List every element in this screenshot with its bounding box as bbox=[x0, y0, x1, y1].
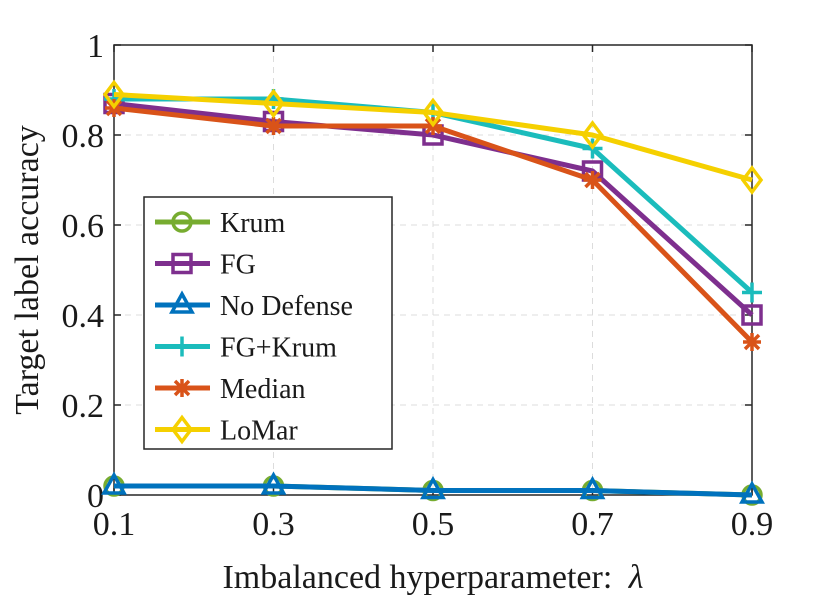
data-point-no-defense bbox=[101, 471, 127, 495]
x-axis-label-text: Imbalanced hyperparameter: bbox=[222, 559, 612, 596]
x-axis-label: Imbalanced hyperparameter: λ bbox=[222, 559, 643, 596]
legend-label: No Defense bbox=[220, 291, 353, 322]
y-tick-label: 0.4 bbox=[62, 298, 105, 335]
legend-marker-fg-krum bbox=[172, 336, 192, 357]
legend-item-lomar: LoMar bbox=[155, 414, 298, 447]
series-line-lomar bbox=[113, 92, 753, 183]
y-tick-label: 0 bbox=[87, 478, 104, 515]
y-tick-label: 0.6 bbox=[62, 208, 105, 245]
y-tick-label: 1 bbox=[87, 28, 104, 65]
legend: Krum FG No Defense FG+Krum Median LoMar bbox=[143, 196, 393, 450]
data-point-median bbox=[583, 171, 602, 189]
legend-label: FG bbox=[220, 250, 256, 281]
data-point-lomar bbox=[102, 79, 126, 110]
y-tick-label: 0.2 bbox=[62, 388, 105, 425]
data-point-no-defense bbox=[739, 480, 765, 504]
x-tick-label: 0.9 bbox=[731, 506, 774, 543]
legend-label: Krum bbox=[220, 208, 286, 239]
series-group bbox=[101, 79, 765, 506]
data-point-fg-krum bbox=[742, 282, 762, 303]
legend-box bbox=[143, 196, 393, 450]
data-point-lomar bbox=[421, 97, 445, 128]
series-line-no-defense bbox=[114, 483, 753, 498]
legend-item-krum: Krum bbox=[155, 208, 286, 239]
x-axis-label-symbol: λ bbox=[628, 559, 644, 596]
axis-ticks: 0.1 0.3 0.5 0.7 0.9 0 0.2 0.4 0.6 0.8 1 bbox=[62, 28, 774, 543]
y-axis-label: Target label accuracy bbox=[9, 125, 46, 415]
data-point-fg bbox=[741, 304, 763, 326]
x-tick-label: 0.5 bbox=[412, 506, 455, 543]
legend-item-no-defense: No Defense bbox=[155, 290, 353, 322]
legend-item-fg: FG bbox=[155, 250, 256, 281]
legend-label: LoMar bbox=[220, 416, 298, 447]
legend-item-median: Median bbox=[155, 374, 306, 405]
legend-marker-fg bbox=[171, 252, 193, 275]
data-point-lomar bbox=[262, 88, 285, 119]
data-point-no-defense bbox=[260, 471, 287, 495]
y-tick-label: 0.8 bbox=[62, 118, 105, 155]
legend-marker-median bbox=[173, 379, 191, 397]
data-point-lomar bbox=[581, 120, 604, 150]
legend-label: FG+Krum bbox=[220, 333, 337, 364]
data-point-median bbox=[743, 333, 761, 351]
legend-label: Median bbox=[220, 374, 306, 405]
legend-marker-no-defense bbox=[169, 290, 195, 314]
x-tick-label: 0.1 bbox=[93, 506, 136, 543]
legend-marker-lomar bbox=[170, 414, 194, 445]
data-point-median bbox=[264, 117, 283, 135]
data-point-no-defense bbox=[579, 475, 606, 500]
series-no-defense bbox=[101, 471, 765, 504]
legend-marker-krum bbox=[171, 211, 193, 233]
legend-item-fg-krum: FG+Krum bbox=[155, 333, 337, 364]
x-tick-label: 0.7 bbox=[571, 506, 614, 543]
series-lomar bbox=[102, 79, 764, 195]
data-point-no-defense bbox=[420, 475, 446, 500]
x-tick-label: 0.3 bbox=[252, 506, 295, 543]
data-point-lomar bbox=[740, 165, 764, 195]
